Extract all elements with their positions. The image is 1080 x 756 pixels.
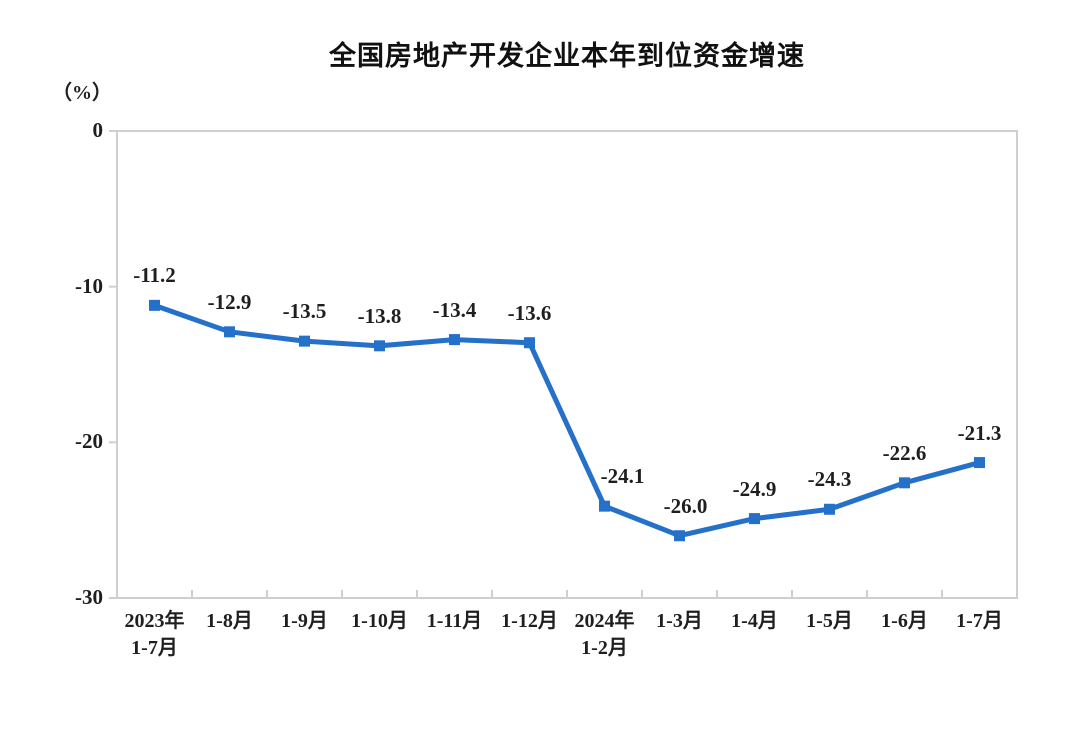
data-point-marker bbox=[374, 340, 385, 352]
data-point-marker bbox=[149, 299, 160, 311]
data-point-label: -24.1 bbox=[600, 464, 645, 489]
data-point-marker bbox=[224, 326, 235, 338]
y-tick-label: -30 bbox=[75, 585, 103, 609]
data-point-marker bbox=[824, 503, 835, 515]
data-point-marker bbox=[524, 337, 535, 349]
chart-title: 全国房地产开发企业本年到位资金增速 bbox=[329, 41, 805, 71]
x-tick-label: 1-4月 bbox=[731, 610, 778, 632]
data-point-label: -13.4 bbox=[432, 297, 477, 322]
x-tick-label: 1-11月 bbox=[426, 610, 483, 632]
y-axis-unit-label: （%） bbox=[52, 82, 112, 104]
data-point-label: -13.8 bbox=[357, 303, 402, 328]
data-point-marker bbox=[674, 530, 685, 542]
data-point-label: -21.3 bbox=[957, 420, 1002, 445]
x-tick-label: 2024年 1-2月 bbox=[574, 610, 635, 659]
data-point-marker bbox=[899, 477, 910, 489]
x-tick-label: 2023年 1-7月 bbox=[124, 610, 185, 659]
data-point-marker bbox=[974, 457, 985, 469]
x-tick-label: 1-3月 bbox=[656, 610, 703, 632]
x-tick-label: 1-5月 bbox=[806, 610, 853, 632]
plot-border bbox=[116, 130, 1018, 599]
x-tick-label: 1-9月 bbox=[281, 610, 328, 632]
x-tick-label: 1-8月 bbox=[206, 610, 253, 632]
data-line bbox=[152, 302, 982, 539]
data-point-marker bbox=[449, 334, 460, 346]
y-tick-label: -20 bbox=[75, 429, 103, 454]
x-tick-label: 1-10月 bbox=[351, 610, 408, 632]
data-point-marker bbox=[599, 500, 610, 512]
data-point-label: -26.0 bbox=[663, 493, 708, 518]
x-tick-label: 1-12月 bbox=[501, 610, 558, 632]
x-tick-label: 1-6月 bbox=[881, 610, 928, 632]
data-point-label: -22.6 bbox=[882, 440, 927, 465]
data-point-label: -24.3 bbox=[807, 467, 852, 492]
y-tick-label: -10 bbox=[75, 273, 103, 298]
data-point-label: -13.6 bbox=[507, 300, 552, 325]
data-point-label: -13.5 bbox=[282, 299, 327, 324]
data-point-marker bbox=[749, 513, 760, 525]
y-tick-label: 0 bbox=[92, 118, 104, 142]
data-point-label: -12.9 bbox=[207, 289, 252, 314]
data-point-marker bbox=[299, 335, 310, 347]
data-point-label: -24.9 bbox=[732, 476, 777, 501]
data-point-label: -11.2 bbox=[133, 263, 176, 288]
x-tick-label: 1-7月 bbox=[956, 610, 1003, 632]
